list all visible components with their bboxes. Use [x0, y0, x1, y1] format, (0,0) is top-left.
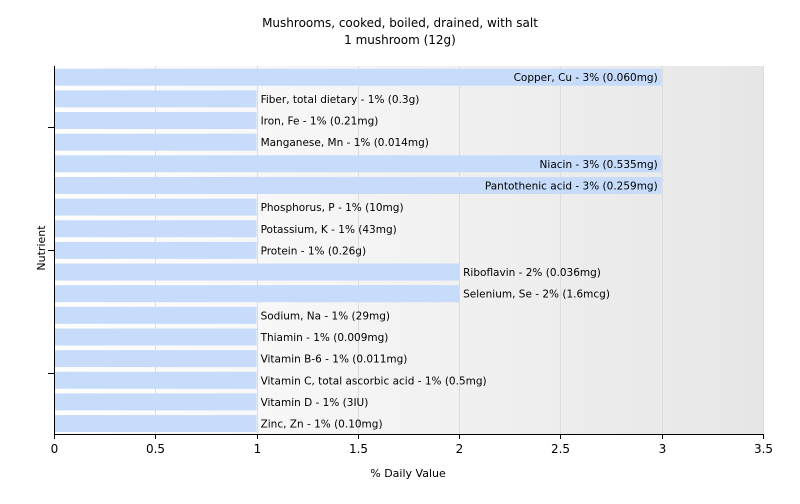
x-tick-label: 3	[659, 442, 667, 456]
bar-label: Thiamin - 1% (0.009mg)	[260, 332, 389, 344]
y-axis-label: Nutrient	[35, 225, 48, 271]
bar-label: Pantothenic acid - 3% (0.259mg)	[485, 180, 658, 192]
chart-title: Mushrooms, cooked, boiled, drained, with…	[262, 16, 538, 30]
bar-label: Vitamin B-6 - 1% (0.011mg)	[261, 354, 408, 366]
x-tick-label: 3.5	[754, 442, 773, 456]
x-tick-label: 2.5	[551, 442, 570, 456]
bar-label: Phosphorus, P - 1% (10mg)	[261, 202, 404, 214]
bar	[55, 176, 662, 194]
bar	[55, 68, 662, 86]
bar-label: Sodium, Na - 1% (29mg)	[261, 310, 390, 322]
bar-label: Copper, Cu - 3% (0.060mg)	[514, 72, 658, 84]
bar	[55, 155, 662, 173]
bar-label: Vitamin C, total ascorbic acid - 1% (0.5…	[261, 375, 487, 387]
bar	[55, 285, 460, 303]
bars: Copper, Cu - 3% (0.060mg) Fiber, total di…	[55, 68, 662, 433]
bar	[55, 198, 257, 216]
x-axis-label: % Daily Value	[370, 467, 446, 480]
bar	[55, 112, 257, 130]
x-tick-label: 0.5	[146, 442, 165, 456]
bar-label: Iron, Fe - 1% (0.21mg)	[261, 116, 379, 128]
bar-label: Riboflavin - 2% (0.036mg)	[463, 267, 601, 279]
bar-label: Potassium, K - 1% (43mg)	[261, 224, 397, 236]
bar	[55, 371, 257, 389]
x-tick-label: 1.5	[349, 442, 368, 456]
bar	[55, 350, 257, 368]
bar-label: Fiber, total dietary - 1% (0.3g)	[261, 94, 420, 106]
axes: 0 0.5 1 1.5 2 2.5 3 3.5	[48, 66, 773, 456]
bar	[55, 306, 257, 324]
bar	[55, 415, 257, 433]
bar	[55, 133, 257, 151]
bar-label: Niacin - 3% (0.535mg)	[540, 159, 658, 171]
bar-label: Selenium, Se - 2% (1.6mcg)	[463, 289, 610, 301]
bar-label: Zinc, Zn - 1% (0.10mg)	[261, 419, 383, 431]
bar-label: Protein - 1% (0.26g)	[261, 245, 367, 257]
bar-label: Vitamin D - 1% (3IU)	[261, 397, 369, 409]
chart-subtitle: 1 mushroom (12g)	[344, 33, 456, 47]
x-tick-label: 1	[254, 442, 262, 456]
bar	[55, 90, 257, 108]
x-tick-label: 2	[456, 442, 464, 456]
x-tick-label: 0	[51, 442, 59, 456]
bar	[55, 393, 257, 411]
bar	[55, 263, 460, 281]
bar-label: Manganese, Mn - 1% (0.014mg)	[261, 137, 429, 149]
bar	[55, 241, 257, 259]
bar	[55, 328, 257, 346]
bar	[55, 220, 257, 238]
